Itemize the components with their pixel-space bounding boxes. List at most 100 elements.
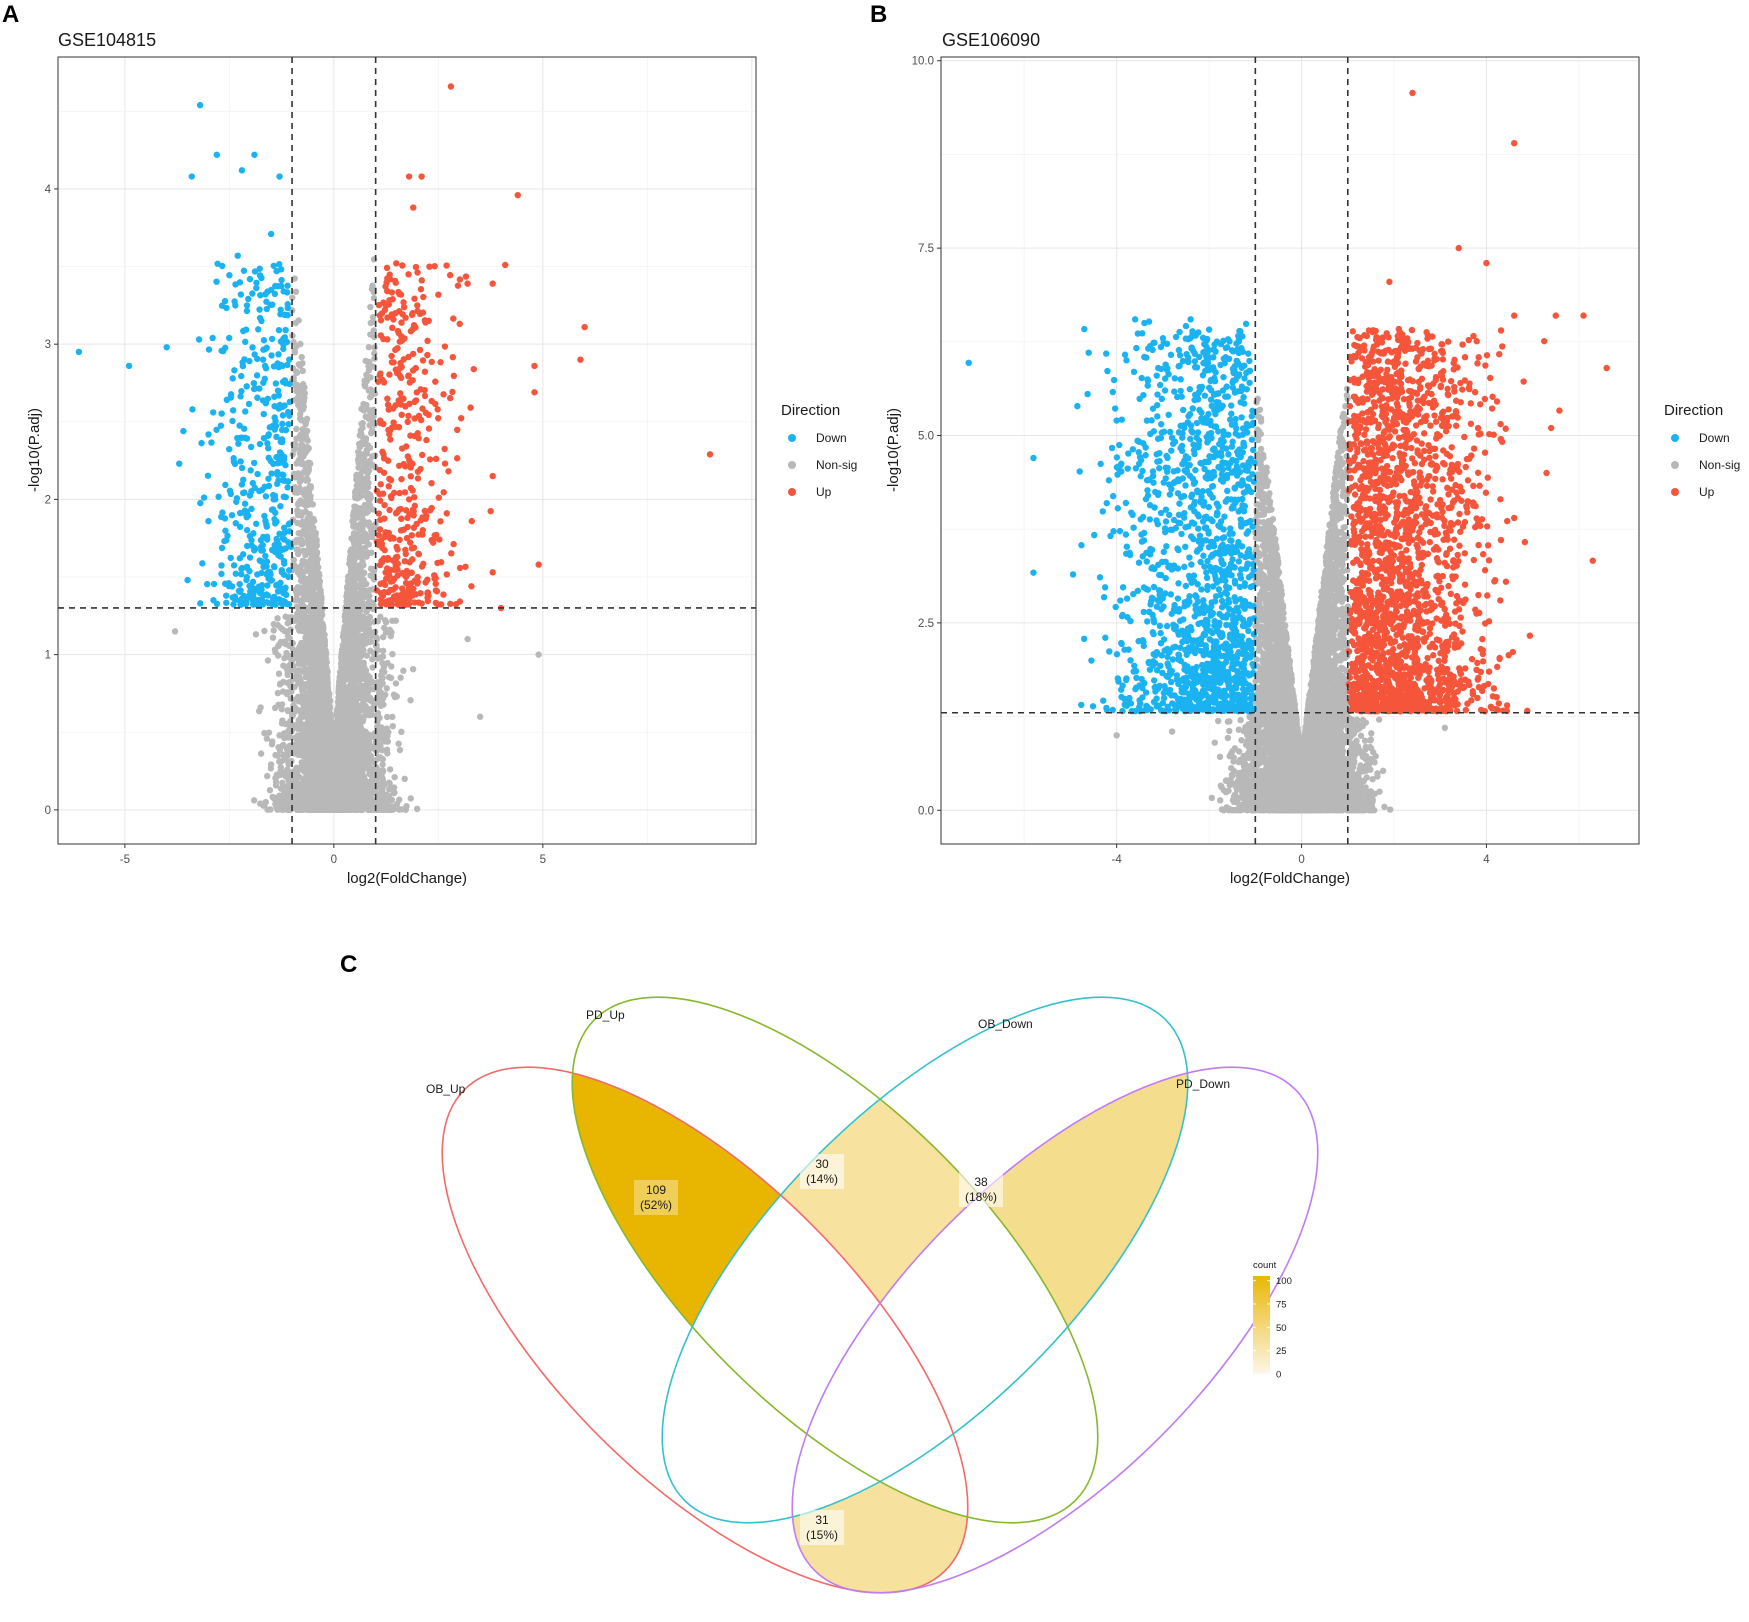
point-nonsig <box>281 627 288 635</box>
point-nonsig <box>381 617 389 624</box>
point-nonsig <box>388 663 395 670</box>
point-nonsig <box>301 428 309 435</box>
point-nonsig <box>274 622 282 629</box>
point-nonsig <box>357 576 364 584</box>
point-nonsig <box>364 550 371 558</box>
point-nonsig <box>263 735 271 742</box>
point-nonsig <box>275 670 283 677</box>
point-nonsig <box>257 750 265 757</box>
point-nonsig <box>297 362 304 370</box>
point-nonsig <box>389 722 396 730</box>
point-nonsig <box>365 343 373 351</box>
point-nonsig <box>413 805 421 813</box>
point-nonsig <box>382 732 389 739</box>
point-nonsig <box>282 613 289 620</box>
point-nonsig <box>351 588 358 595</box>
point-nonsig <box>373 634 380 641</box>
point-nonsig <box>375 753 383 761</box>
volcano-a-gridlines <box>58 57 756 844</box>
point-nonsig <box>396 746 404 754</box>
point-nonsig <box>293 425 300 433</box>
point-nonsig <box>271 704 279 712</box>
volcano-a-points <box>75 83 714 814</box>
point-nonsig <box>293 435 300 442</box>
point-nonsig <box>409 665 417 673</box>
point-nonsig <box>270 627 277 634</box>
point-nonsig <box>363 652 371 659</box>
point-nonsig <box>296 548 303 556</box>
point-nonsig <box>371 421 378 428</box>
point-nonsig <box>400 667 407 674</box>
point-nonsig <box>388 629 395 636</box>
volcano-a-title: GSE104815 <box>58 30 156 50</box>
point-nonsig <box>365 804 373 812</box>
point-nonsig <box>392 680 400 687</box>
point-nonsig <box>263 772 271 780</box>
point-nonsig <box>377 702 385 710</box>
point-nonsig <box>309 501 317 508</box>
point-nonsig <box>407 697 414 704</box>
point-nonsig <box>391 693 399 701</box>
point-nonsig <box>383 685 390 692</box>
point-nonsig <box>369 655 376 663</box>
point-nonsig <box>252 631 260 638</box>
point-nonsig <box>295 656 302 663</box>
point-nonsig <box>403 802 410 810</box>
point-nonsig <box>269 634 277 641</box>
point-nonsig <box>363 608 370 615</box>
point-nonsig <box>379 767 387 774</box>
point-nonsig <box>307 460 314 467</box>
point-nonsig <box>282 720 289 728</box>
point-nonsig <box>292 288 300 295</box>
point-nonsig <box>369 599 376 606</box>
point-nonsig <box>387 674 395 682</box>
point-nonsig <box>284 671 291 679</box>
point-nonsig <box>301 394 308 401</box>
point-nonsig <box>367 731 374 739</box>
point-nonsig <box>280 662 287 669</box>
point-nonsig <box>266 786 274 794</box>
point-nonsig <box>401 775 408 783</box>
point-nonsig <box>262 798 269 806</box>
point-nonsig <box>265 729 273 736</box>
point-nonsig <box>386 766 394 773</box>
point-nonsig <box>384 713 391 721</box>
point-nonsig <box>367 429 375 437</box>
point-nonsig <box>278 706 285 713</box>
point-nonsig <box>367 647 374 654</box>
point-nonsig <box>377 654 384 661</box>
panel-letter-a: A <box>2 1 19 28</box>
volcano-a-plot-area <box>57 56 757 845</box>
point-nonsig <box>379 761 386 768</box>
point-nonsig <box>274 615 281 622</box>
point-nonsig <box>397 674 404 681</box>
point-nonsig <box>376 727 383 735</box>
point-nonsig <box>389 650 396 658</box>
point-nonsig <box>362 667 370 674</box>
point-nonsig <box>300 621 307 628</box>
point-nonsig <box>281 638 289 645</box>
point-nonsig <box>272 648 279 656</box>
point-nonsig <box>371 565 378 573</box>
point-nonsig <box>250 797 258 804</box>
point-nonsig <box>347 564 355 571</box>
point-nonsig <box>277 785 285 792</box>
point-nonsig <box>389 713 396 721</box>
point-nonsig <box>319 605 326 613</box>
point-nonsig <box>361 381 368 389</box>
point-nonsig <box>395 740 402 747</box>
point-nonsig <box>297 709 305 716</box>
point-nonsig <box>354 495 361 502</box>
point-nonsig <box>261 627 268 635</box>
point-nonsig <box>264 657 272 664</box>
point-nonsig <box>371 355 378 362</box>
point-nonsig <box>367 303 374 311</box>
point-nonsig <box>275 744 282 751</box>
point-nonsig <box>276 732 283 739</box>
point-nonsig <box>362 519 370 527</box>
point-nonsig <box>267 761 275 768</box>
point-nonsig <box>274 752 282 759</box>
point-nonsig <box>289 294 296 301</box>
